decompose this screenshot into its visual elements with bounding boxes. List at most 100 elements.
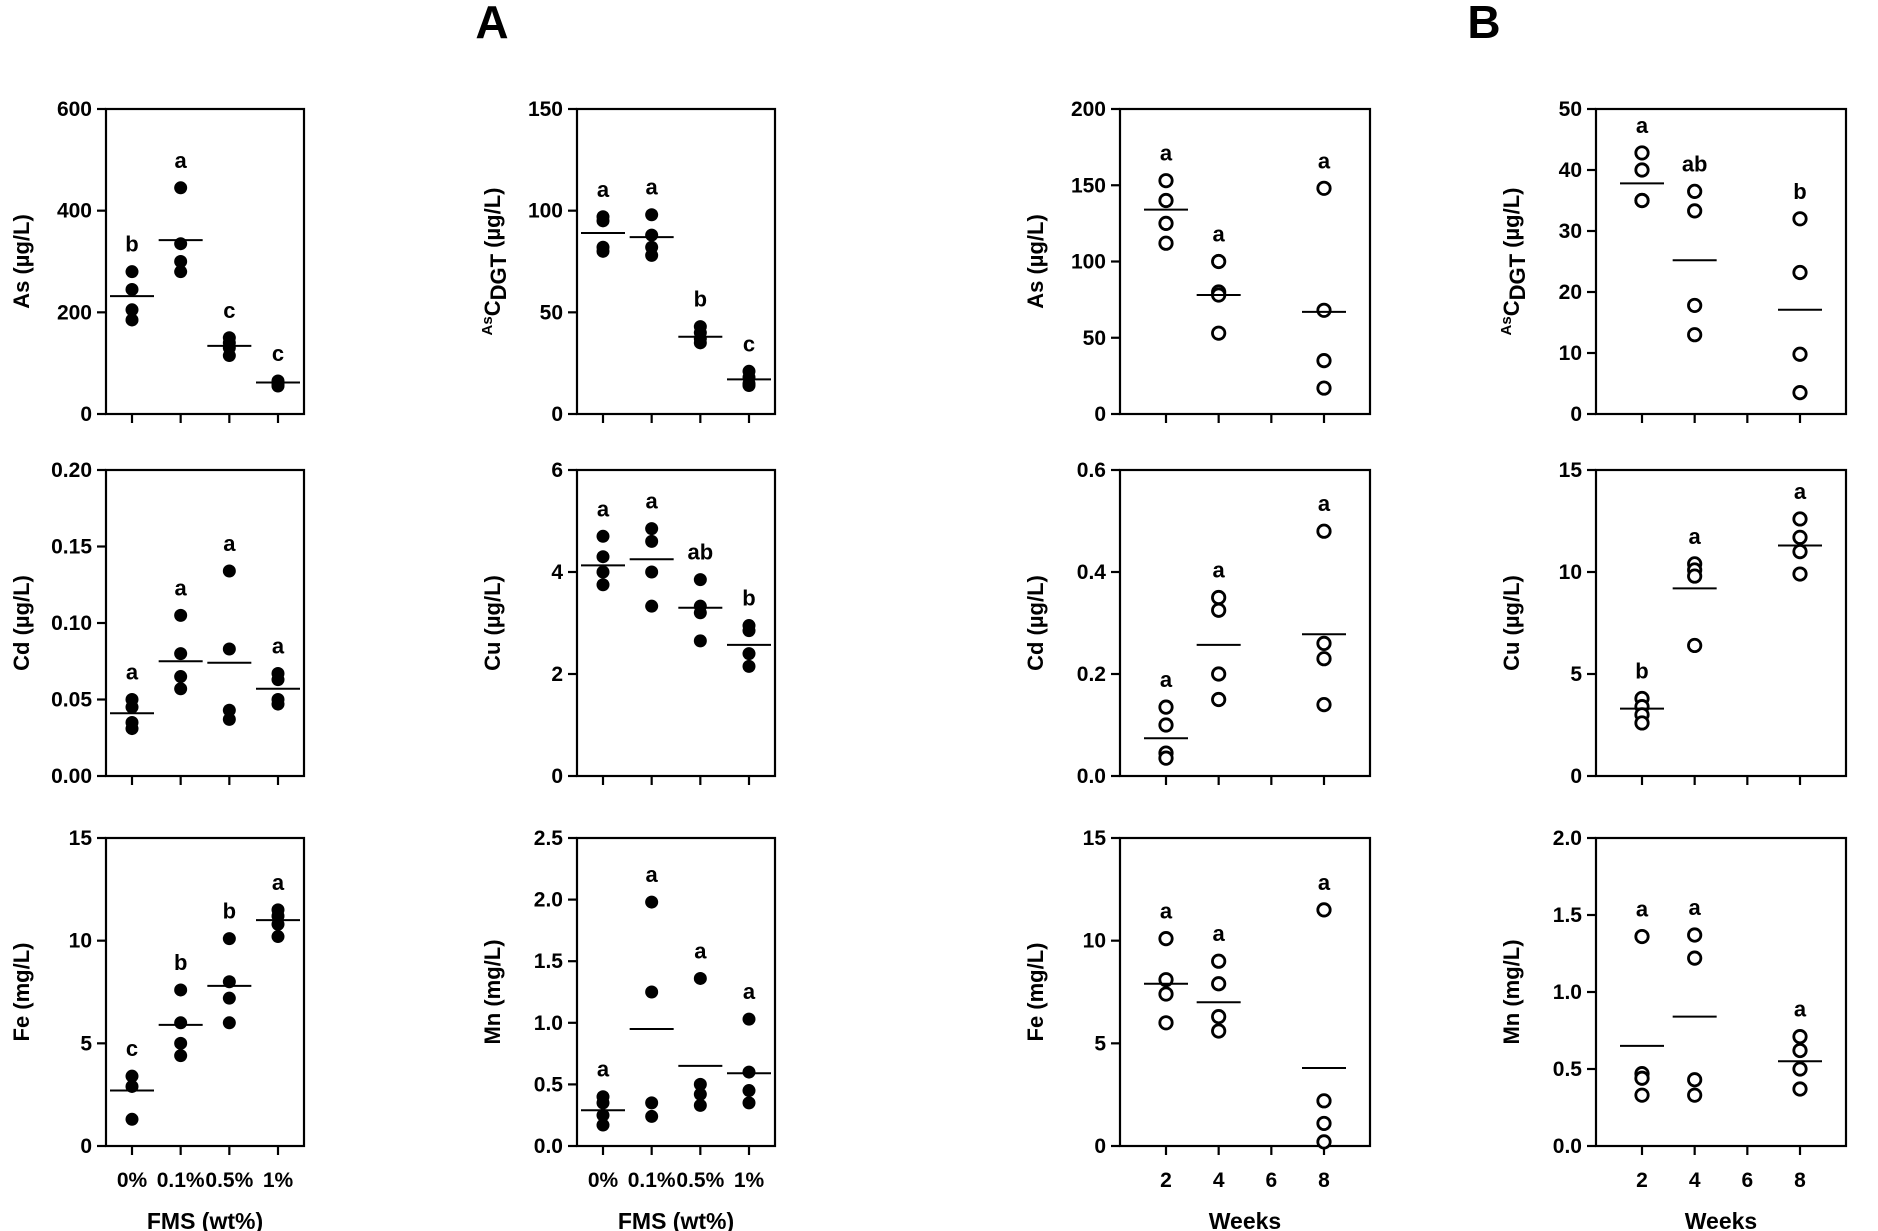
b-ascdgt-data-point (1634, 145, 1650, 161)
a-as-data-point (174, 181, 188, 195)
b-mn-xtick-label: 4 (1689, 1169, 1701, 1192)
a-mn-ytick-label: 1.5 (534, 950, 564, 973)
b-as-data-point (1158, 173, 1174, 189)
a-mn-data-point (596, 1118, 610, 1132)
b-as-data-point (1316, 380, 1332, 396)
b-fe-data-point (1211, 1023, 1227, 1039)
b-cu-data-point (1634, 715, 1650, 731)
a-as-data-point (222, 349, 236, 363)
b-mn-xtick-label: 8 (1794, 1169, 1806, 1192)
b-cu-ytick-label: 15 (1559, 459, 1583, 482)
a-cu-plot-frame (575, 468, 777, 778)
b-fe-significance-letter: a (1213, 921, 1226, 946)
a-cu-data-point (596, 565, 610, 579)
a-cd-significance-letter: a (126, 660, 139, 685)
a-ascdgt-ytick-label: 150 (528, 98, 563, 121)
a-as-ytick-label: 400 (57, 200, 92, 223)
a-fe-ytick-label: 15 (69, 827, 93, 850)
b-fe-ytick-label: 10 (1083, 930, 1106, 953)
a-fe-data-point (174, 1036, 188, 1050)
b-ascdgt-significance-letter: b (1793, 179, 1806, 204)
b-as-significance-letter: a (1213, 222, 1226, 247)
a-as-plot-frame (104, 107, 306, 416)
a-mn-data-point (645, 895, 659, 909)
b-ascdgt-data-point (1792, 346, 1808, 362)
b-as-data-point (1316, 180, 1332, 196)
a-mn-data-point (693, 1087, 707, 1101)
a-fe-xtick-label: 0% (117, 1169, 148, 1192)
b-mn-data-point (1634, 1087, 1650, 1103)
a-fe-significance-letter: a (272, 870, 285, 895)
a-ascdgt-ytick-label: 100 (528, 200, 563, 223)
a-ascdgt-data-point (596, 244, 610, 258)
a-fe-data-point (222, 991, 236, 1005)
a-fe-xtick-label: 0.1% (157, 1169, 205, 1192)
b-mn-xtick-label: 6 (1741, 1169, 1753, 1192)
a-mn-ytick-label: 1.0 (534, 1012, 563, 1035)
b-as-y-axis-title: As (µg/L) (1023, 214, 1048, 309)
a-fe-plot-frame (104, 836, 306, 1148)
b-fe-ytick-label: 5 (1094, 1032, 1106, 1055)
a-fe-x-axis-title: FMS (wt%) (147, 1208, 263, 1231)
b-cd-data-point (1158, 699, 1174, 715)
b-mn-data-point (1792, 1042, 1808, 1059)
b-cu-data-point (1687, 568, 1703, 584)
a-cd-data-point (174, 670, 188, 684)
a-ascdgt-ytick-label: 0 (551, 403, 563, 426)
a-mn-significance-letter: a (597, 1057, 610, 1082)
b-cd-significance-letter: a (1213, 558, 1226, 583)
b-mn-data-point (1792, 1061, 1808, 1077)
a-as-significance-letter: c (272, 341, 284, 366)
a-as-data-point (125, 303, 139, 317)
b-ascdgt-ytick-label: 0 (1570, 403, 1582, 426)
b-mn-ytick-label: 1.0 (1553, 981, 1582, 1004)
a-cu-ytick-label: 0 (551, 765, 563, 788)
a-ascdgt-significance-letter: a (646, 175, 659, 200)
b-cu-data-point (1792, 529, 1808, 545)
b-cd-data-point (1211, 602, 1227, 618)
b-fe-ytick-label: 0 (1094, 1135, 1106, 1158)
a-as-significance-letter: c (223, 298, 235, 323)
b-mn-ytick-label: 0.0 (1553, 1135, 1582, 1158)
b-mn-data-point (1687, 950, 1703, 966)
b-fe-data-point (1158, 986, 1174, 1002)
b-cu-significance-letter: a (1689, 524, 1702, 549)
a-fe-data-point (174, 983, 188, 997)
a-mn-xtick-label: 0.1% (628, 1169, 676, 1192)
b-fe-data-point (1316, 1093, 1332, 1109)
a-cd-data-point (174, 682, 188, 696)
a-fe-y-axis-title: Fe (mg/L) (9, 943, 34, 1042)
a-cu-y-axis-title: Cu (µg/L) (480, 575, 505, 671)
a-as-data-point (174, 255, 188, 268)
b-ascdgt-data-point (1687, 297, 1703, 314)
b-cu-significance-letter: a (1794, 479, 1807, 504)
a-cu-data-point (596, 578, 610, 592)
b-ascdgt-data-point (1687, 203, 1703, 219)
a-mn-significance-letter: a (694, 938, 707, 963)
b-mn-ytick-label: 2.0 (1553, 827, 1582, 850)
b-mn-data-point (1792, 1029, 1808, 1045)
b-cu-data-point (1687, 637, 1703, 654)
a-as-data-point (125, 265, 139, 279)
b-cd-data-point (1316, 523, 1332, 539)
a-mn-data-point (596, 1096, 610, 1110)
b-fe-y-axis-title: Fe (mg/L) (1023, 943, 1048, 1042)
b-cu-plot-frame (1594, 468, 1848, 778)
b-ascdgt-data-point (1792, 385, 1808, 401)
a-cu-data-point (596, 550, 610, 564)
a-as-data-point (174, 265, 188, 279)
b-cd-data-point (1158, 750, 1174, 766)
a-as-y-axis-title: As (µg/L) (9, 214, 34, 309)
a-mn-y-axis-title: Mn (mg/L) (480, 939, 505, 1044)
a-cu-data-point (645, 599, 659, 613)
a-as-ytick-label: 0 (80, 403, 92, 426)
a-ascdgt-data-point (596, 214, 610, 228)
a-mn-data-point (645, 985, 659, 999)
b-mn-y-axis-title: Mn (mg/L) (1499, 939, 1524, 1044)
a-ascdgt-plot-frame (575, 107, 777, 416)
a-mn-data-point (742, 1012, 756, 1026)
a-cd-data-point (222, 564, 236, 578)
a-ascdgt-significance-letter: b (694, 287, 707, 312)
b-fe-data-point (1158, 931, 1174, 947)
b-cd-data-point (1211, 666, 1227, 682)
